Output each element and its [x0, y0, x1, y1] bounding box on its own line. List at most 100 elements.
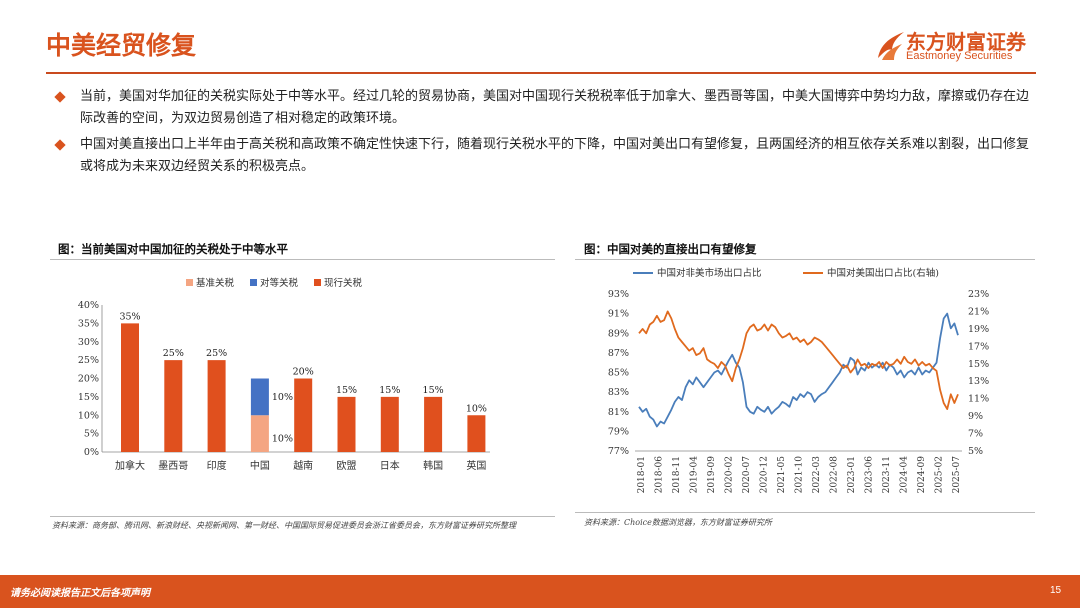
x-tick-label: 越南 [293, 459, 313, 472]
x-tick-label: 日本 [380, 459, 400, 472]
tariff-bar-chart: 基准关税 对等关税 现行关税 0% 5% 10% 15% 20% 25% 30% 35% 40% 加拿大… [78, 277, 490, 472]
y-left-tick-label: 77% [608, 446, 629, 457]
bullet-list: 当前，美国对华加征的关税实际处于中等水平。经过几轮的贸易协商，美国对中国现行关税… [54, 86, 1041, 182]
y-left-tick-label: 85% [608, 368, 629, 379]
company-logo: 东方财富证券 Eastmoney Securities [874, 26, 1044, 66]
data-label: 25% [206, 348, 227, 359]
diamond-bullet-icon [54, 139, 66, 151]
legend-label: 中国对美国出口占比(右轴) [827, 267, 939, 279]
x-tick-label: 2019-04 [690, 456, 700, 494]
y-right-tick-label: 21% [968, 306, 989, 317]
y-tick-label: 10% [78, 410, 99, 421]
legend-label: 对等关税 [260, 277, 299, 289]
y-tick-label: 30% [78, 337, 99, 348]
footer-bar [0, 575, 1080, 608]
x-tick-label: 2020-07 [742, 456, 752, 494]
y-tick-label: 20% [78, 374, 99, 385]
y-left-tick-label: 81% [608, 407, 629, 418]
y-left-tick-label: 91% [608, 309, 629, 320]
y-right-tick-label: 17% [968, 341, 989, 352]
right-chart-title: 图：中国对美的直接出口有望修复 [584, 242, 757, 256]
data-label: 20% [293, 367, 314, 378]
data-label: 15% [379, 385, 400, 396]
right-chart-title-rule [575, 259, 1035, 260]
flame-logo-icon [878, 32, 904, 60]
diamond-bullet-icon [54, 91, 66, 103]
x-tick-label: 2021-10 [795, 456, 805, 494]
logo-cn-text: 东方财富证券 [906, 30, 1026, 54]
left-chart-source: 资料来源：商务部、腾讯网、新浪财经、央视新闻网、第一财经、中国国际贸易促进委员会… [52, 521, 516, 530]
footer-disclaimer: 请务必阅读报告正文后各项声明 [10, 588, 150, 599]
y-tick-label: 15% [78, 392, 99, 403]
data-label: 15% [336, 385, 357, 396]
y-left-tick-label: 93% [608, 289, 629, 300]
x-tick-label: 2019-09 [707, 456, 717, 494]
export-share-line-chart: 中国对非美市场出口占比 中国对美国出口占比(右轴) 77% 79% 81% 83% 85% 8… [608, 267, 989, 494]
x-tick-label: 英国 [466, 459, 486, 472]
x-tick-label: 2025-02 [935, 456, 945, 493]
x-tick-label: 2023-06 [865, 456, 875, 494]
x-tick-label: 2018-01 [637, 456, 647, 493]
bar [467, 415, 486, 452]
x-tick-label: 墨西哥 [158, 460, 188, 472]
legend-label: 现行关税 [324, 277, 363, 289]
bar [164, 360, 183, 452]
x-tick-label: 2024-09 [917, 456, 927, 494]
x-tick-label: 2022-03 [812, 456, 822, 494]
bar [380, 396, 399, 452]
bar [250, 415, 269, 452]
y-left-tick-label: 87% [608, 348, 629, 359]
x-tick-label: 2022-08 [830, 456, 840, 494]
x-tick-label: 欧盟 [337, 460, 357, 472]
x-tick-label: 2025-07 [952, 456, 962, 494]
x-tick-label: 2021-05 [777, 456, 787, 494]
data-label: 15% [423, 385, 444, 396]
data-label: 35% [119, 311, 140, 322]
legend-swatch [314, 279, 321, 286]
y-right-tick-label: 15% [968, 359, 989, 370]
bullet-text: 中国对美直接出口上半年由于高关税和高政策不确定性快速下行，随着现行关税水平的下降… [80, 137, 1030, 174]
y-right-tick-label: 23% [968, 289, 989, 300]
x-tick-label: 韩国 [423, 459, 443, 472]
left-chart-bottom-rule [50, 516, 555, 517]
bullet-item: 当前，美国对华加征的关税实际处于中等水平。经过几轮的贸易协商，美国对中国现行关税… [54, 86, 1041, 130]
bar [121, 323, 139, 452]
bullet-text: 当前，美国对华加征的关税实际处于中等水平。经过几轮的贸易协商，美国对中国现行关税… [80, 89, 1030, 126]
y-right-tick-label: 11% [968, 394, 989, 405]
x-tick-label: 2018-06 [655, 456, 665, 494]
y-right-tick-label: 7% [968, 429, 983, 440]
legend-swatch [250, 279, 257, 286]
y-right-tick-label: 9% [968, 411, 983, 422]
y-right-tick-label: 5% [968, 446, 983, 457]
legend-label: 中国对非美市场出口占比 [657, 267, 762, 279]
y-tick-label: 0% [84, 447, 99, 458]
x-tick-label: 2018-11 [672, 456, 682, 493]
data-label: 25% [163, 348, 184, 359]
y-tick-label: 5% [84, 429, 99, 440]
bar [424, 396, 443, 452]
x-tick-label: 2023-11 [882, 456, 892, 493]
bar [294, 378, 313, 452]
y-left-tick-label: 79% [608, 426, 629, 437]
series-line [638, 310, 959, 411]
data-label: 10% [272, 392, 293, 403]
right-chart-source: 资料来源：Choice数据浏览器，东方财富证券研究所 [584, 518, 772, 527]
page-number: 15 [1050, 585, 1062, 596]
y-left-tick-label: 83% [608, 387, 629, 398]
x-tick-label: 2023-01 [847, 456, 857, 493]
x-tick-label: 2024-04 [900, 456, 910, 494]
right-chart-bottom-rule [575, 512, 1035, 513]
bullet-item: 中国对美直接出口上半年由于高关税和高政策不确定性快速下行，随着现行关税水平的下降… [54, 134, 1041, 178]
bar [337, 396, 356, 452]
x-tick-label: 中国 [250, 459, 270, 472]
series-line [638, 312, 959, 428]
data-label: 10% [272, 434, 293, 445]
x-tick-label: 2020-12 [760, 456, 770, 493]
logo-en-text: Eastmoney Securities [906, 50, 1013, 62]
data-label: 10% [466, 403, 487, 414]
bar [207, 360, 226, 452]
legend-label: 基准关税 [196, 277, 235, 289]
bar [250, 378, 269, 416]
y-tick-label: 25% [78, 355, 99, 366]
left-chart-title-rule [50, 259, 555, 260]
